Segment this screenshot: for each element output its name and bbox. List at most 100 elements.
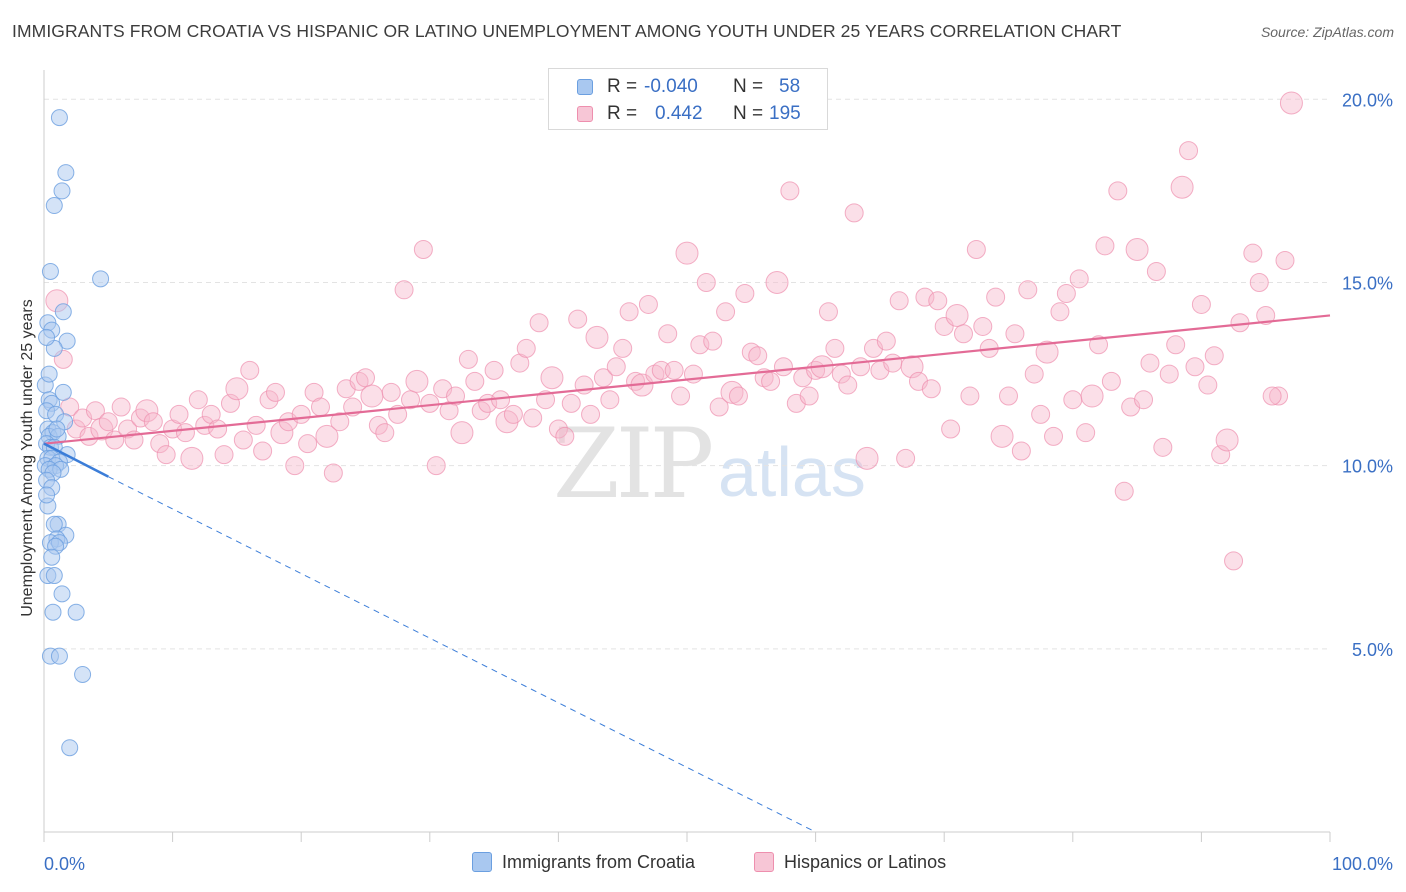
legend-n-label: N = — [733, 103, 764, 124]
hispanic-point — [540, 366, 564, 390]
hispanic-point — [175, 423, 195, 443]
hispanic-point — [1279, 91, 1303, 115]
hispanic-point — [1179, 141, 1199, 161]
hispanic-point — [1243, 243, 1263, 263]
hispanic-point — [761, 371, 781, 391]
croatia-point — [50, 109, 68, 127]
hispanic-point — [1140, 353, 1160, 373]
hispanic-point — [889, 291, 909, 311]
hispanic-point — [999, 386, 1018, 406]
croatia-point — [53, 585, 71, 603]
bottom-legend-label: Immigrants from Croatia — [502, 852, 696, 872]
croatia-point — [58, 332, 76, 350]
hispanic-point — [1011, 441, 1031, 461]
hispanic-point — [458, 349, 478, 369]
hispanic-point — [1114, 481, 1134, 501]
watermark-atlas: atlas — [718, 433, 866, 511]
hispanic-point — [990, 424, 1014, 448]
chart-title: IMMIGRANTS FROM CROATIA VS HISPANIC OR L… — [12, 21, 1122, 41]
hispanic-point — [240, 360, 260, 380]
hispanic-point — [1044, 426, 1064, 446]
hispanic-point — [426, 456, 446, 476]
hispanic-point — [208, 419, 228, 439]
croatia-trend-line — [43, 442, 109, 478]
hispanic-point — [1035, 340, 1059, 364]
hispanic-point — [471, 401, 491, 421]
hispanic-point — [1204, 346, 1224, 366]
hispanic-point — [298, 434, 318, 454]
x-tick-label-max: 100.0% — [1332, 854, 1393, 874]
hispanic-point — [773, 357, 793, 377]
hispanic-point — [1050, 302, 1070, 322]
hispanic-point — [1108, 181, 1128, 201]
hispanic-point — [169, 404, 189, 424]
hispanic-point — [381, 382, 401, 402]
hispanic-point — [1215, 428, 1239, 452]
hispanic-point — [310, 397, 330, 417]
hispanic-point — [921, 379, 941, 399]
legend-swatch-blue — [577, 79, 593, 95]
hispanic-point — [156, 445, 176, 465]
hispanic-point — [941, 419, 961, 439]
hispanic-point — [253, 441, 273, 461]
hispanic-point — [195, 415, 215, 435]
hispanic-point — [585, 325, 609, 349]
hispanic-point — [844, 203, 864, 223]
hispanic-point — [915, 287, 935, 307]
hispanic-point — [1056, 283, 1076, 303]
hispanic-point — [1080, 384, 1104, 408]
hispanic-point — [529, 313, 549, 333]
hispanic-point — [799, 386, 819, 406]
y-tick-label: 10.0% — [1342, 457, 1393, 477]
croatia-trend-extension — [108, 476, 816, 833]
bottom-legend-label: Hispanics or Latinos — [784, 852, 947, 872]
hispanic-point — [960, 386, 980, 406]
correlation-legend: R = -0.040 N = 58 R = 0.442 N = 195 — [548, 68, 828, 130]
hispanic-point — [1166, 335, 1186, 355]
hispanic-point — [838, 375, 858, 395]
hispanic-point — [928, 291, 948, 311]
legend-row-croatia: R = -0.040 N = 58 — [549, 73, 827, 99]
hispanic-point — [356, 368, 375, 388]
bottom-legend-croatia: Immigrants from Croatia — [472, 852, 695, 873]
y-tick-label: 5.0% — [1352, 640, 1393, 660]
hispanic-point — [593, 368, 613, 388]
bottom-legend-swatch-pink — [754, 852, 774, 872]
hispanic-point — [966, 240, 986, 260]
hispanic-point — [986, 287, 1006, 307]
hispanic-point — [405, 369, 429, 393]
hispanic-point — [1089, 335, 1109, 355]
hispanic-point — [118, 419, 138, 439]
hispanic-point — [851, 357, 871, 377]
hispanic-point — [484, 360, 504, 380]
hispanic-point — [1063, 390, 1083, 410]
hispanic-point — [1256, 305, 1276, 325]
legend-r-value: -0.040 — [644, 76, 698, 97]
legend-r-label: R = — [607, 76, 638, 97]
hispanic-point — [855, 446, 879, 470]
hispanic-point — [735, 283, 755, 303]
hispanic-point — [658, 324, 678, 344]
hispanic-point — [765, 270, 789, 294]
legend-n-value: 195 — [769, 103, 801, 124]
croatia-point — [54, 383, 72, 401]
hispanic-point — [1159, 364, 1179, 384]
hispanic-point — [709, 397, 729, 417]
croatia-point — [67, 603, 85, 621]
hispanic-point — [555, 426, 575, 446]
hispanic-point — [548, 419, 568, 439]
hispanic-point — [79, 426, 99, 446]
hispanic-point — [259, 390, 279, 410]
hispanic-point — [1146, 261, 1166, 281]
croatia-point — [54, 303, 72, 321]
hispanic-point — [1005, 324, 1025, 344]
croatia-point — [53, 182, 71, 200]
hispanic-point — [1224, 551, 1244, 571]
hispanic-point — [561, 393, 581, 413]
hispanic-point — [220, 393, 240, 413]
hispanic-point — [696, 272, 716, 292]
hispanic-point — [690, 335, 710, 355]
hispanic-point — [945, 303, 969, 327]
hispanic-point — [1191, 294, 1211, 314]
hispanic-point — [613, 338, 633, 358]
